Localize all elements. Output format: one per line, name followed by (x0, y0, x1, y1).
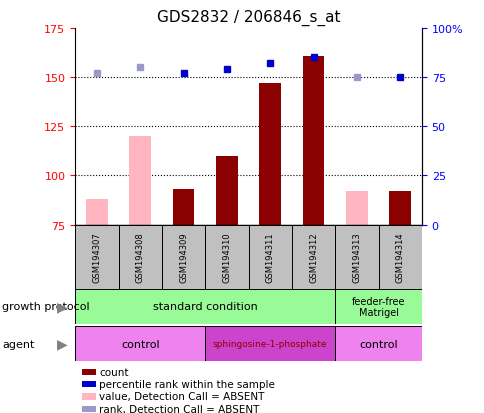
Text: ▶: ▶ (57, 337, 68, 351)
Text: sphingosine-1-phosphate: sphingosine-1-phosphate (212, 339, 327, 348)
Text: rank, Detection Call = ABSENT: rank, Detection Call = ABSENT (99, 404, 259, 413)
Bar (82, 381, 96, 387)
Text: GSM194314: GSM194314 (395, 232, 404, 282)
Text: GSM194307: GSM194307 (92, 232, 101, 282)
Bar (82, 369, 96, 375)
Bar (259, 84, 281, 225)
Bar (162, 225, 205, 289)
Bar (346, 192, 367, 225)
Bar (215, 157, 237, 225)
Text: GSM194311: GSM194311 (265, 232, 274, 282)
Bar (389, 192, 410, 225)
Text: count: count (99, 367, 129, 377)
Bar (302, 56, 324, 225)
Text: GSM194309: GSM194309 (179, 232, 188, 282)
Text: control: control (359, 339, 397, 349)
Bar (205, 225, 248, 289)
Text: GSM194308: GSM194308 (136, 232, 144, 282)
Bar (75, 289, 334, 324)
Bar (82, 394, 96, 400)
Text: ▶: ▶ (57, 300, 68, 313)
Text: feeder-free
Matrigel: feeder-free Matrigel (351, 296, 405, 318)
Bar (334, 225, 378, 289)
Text: standard condition: standard condition (152, 301, 257, 312)
Text: GSM194313: GSM194313 (352, 232, 361, 282)
Text: GSM194312: GSM194312 (308, 232, 318, 282)
Text: growth protocol: growth protocol (2, 301, 90, 312)
Bar (86, 199, 107, 225)
Bar (82, 406, 96, 412)
Bar (75, 326, 205, 361)
Bar (291, 225, 334, 289)
Bar (334, 326, 421, 361)
Bar (378, 225, 421, 289)
Bar (172, 190, 194, 225)
Text: value, Detection Call = ABSENT: value, Detection Call = ABSENT (99, 392, 264, 401)
Bar (75, 225, 118, 289)
Bar (334, 289, 421, 324)
Text: percentile rank within the sample: percentile rank within the sample (99, 379, 275, 389)
Text: GSM194310: GSM194310 (222, 232, 231, 282)
Bar (118, 225, 162, 289)
Text: agent: agent (2, 339, 35, 349)
Bar (129, 137, 151, 225)
Title: GDS2832 / 206846_s_at: GDS2832 / 206846_s_at (156, 10, 340, 26)
Bar (205, 326, 334, 361)
Text: control: control (121, 339, 159, 349)
Bar (248, 225, 291, 289)
